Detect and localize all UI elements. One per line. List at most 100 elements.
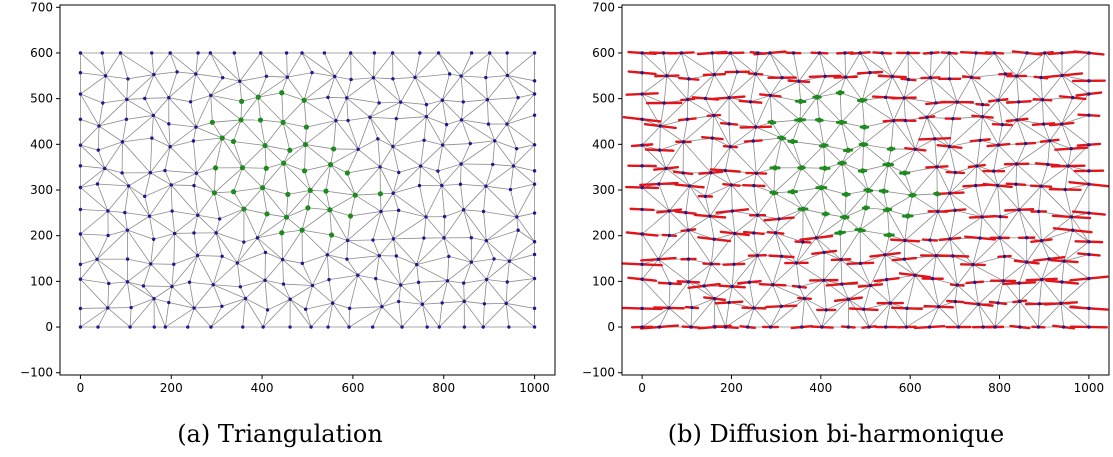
x-tick-label: 400 (251, 381, 274, 395)
mesh-edge (1060, 303, 1065, 328)
mesh-edge (506, 93, 535, 125)
mesh-edge (127, 281, 144, 287)
mesh-edge (1040, 77, 1043, 100)
mesh-edge (823, 252, 842, 260)
mesh-node (884, 325, 888, 329)
mesh-edge (392, 76, 416, 80)
x-tick-label: 1000 (1074, 381, 1105, 395)
mesh-edge (393, 216, 427, 240)
mesh-node (751, 139, 755, 143)
mesh-edge (80, 168, 105, 188)
highlighted-node (283, 214, 290, 220)
highlighted-node (797, 117, 803, 123)
mesh-node (1037, 302, 1042, 306)
mesh-edge (283, 162, 305, 172)
mesh-node (285, 75, 290, 79)
mesh-edge (904, 149, 916, 174)
mesh-edge (816, 76, 846, 98)
mesh-node (391, 237, 396, 241)
mesh-edge (773, 192, 780, 219)
mesh-edge (494, 123, 508, 142)
mesh-edge (197, 192, 215, 216)
mesh-edge (127, 215, 150, 231)
mesh-edge (169, 52, 178, 73)
mesh-edge (442, 99, 464, 103)
highlighted-node (230, 189, 237, 195)
mesh-edge (792, 141, 802, 168)
mesh-edge (330, 148, 334, 165)
mesh-edge (153, 115, 170, 125)
mesh-edge (844, 216, 861, 231)
mesh-node (640, 325, 644, 329)
mesh-node (442, 214, 447, 219)
mesh-edge (949, 165, 978, 194)
mesh-edge (350, 52, 374, 79)
mesh-node (379, 209, 383, 214)
mesh-node (843, 51, 847, 55)
mesh-node (264, 74, 269, 79)
mesh-edge (80, 258, 98, 265)
mesh-edge (993, 171, 998, 186)
mesh-edge (423, 116, 427, 141)
mesh-node (755, 213, 760, 217)
mesh-edge (237, 262, 266, 281)
mesh-edge (936, 193, 939, 212)
mesh-edge (214, 192, 221, 219)
mesh-edge (80, 93, 100, 127)
mesh-node (1087, 240, 1091, 244)
mesh-edge (400, 101, 427, 118)
mesh-edge (127, 229, 154, 240)
mesh-edge (196, 167, 216, 174)
mesh-edge (301, 263, 313, 286)
mesh-node (167, 122, 171, 126)
mesh-edge (668, 283, 671, 308)
mesh-node (820, 325, 824, 329)
mesh-edge (683, 141, 712, 173)
mesh-node (779, 254, 784, 259)
mesh-node (1063, 187, 1067, 192)
mesh-edge (1038, 186, 1042, 212)
mesh-edge (442, 99, 462, 121)
mesh-edge (904, 211, 939, 241)
mesh-edge (1063, 260, 1090, 279)
mesh-node (948, 191, 952, 195)
y-tick-label: 400 (30, 137, 53, 151)
highlighted-node (301, 97, 307, 103)
mesh-edge (867, 164, 889, 191)
mesh-edge (688, 215, 711, 231)
mesh-node (913, 147, 918, 152)
highlighted-node (328, 232, 335, 238)
highlighted-node (859, 97, 865, 103)
mesh-edge (215, 137, 223, 168)
mesh-node (488, 51, 492, 55)
mesh-edge (233, 187, 263, 193)
mesh-edge (266, 213, 287, 218)
mesh-edge (659, 307, 670, 328)
mesh-node (397, 299, 401, 304)
mesh-edge (80, 307, 109, 328)
mesh-edge (904, 172, 913, 196)
mesh-edge (264, 145, 267, 169)
y-tick-label: 200 (30, 229, 53, 243)
mesh-edge (772, 284, 805, 299)
mesh-edge (799, 119, 825, 146)
mesh-edge (848, 299, 870, 328)
mesh-edge (1016, 99, 1043, 121)
mesh-node (462, 299, 466, 304)
mesh-edge (150, 233, 175, 265)
mesh-node (973, 280, 977, 285)
mesh-node (150, 136, 154, 140)
mesh-node (992, 169, 996, 173)
mesh-node (103, 74, 108, 78)
mesh-node (1037, 209, 1041, 214)
mesh-edge (487, 97, 519, 101)
mesh-edge (281, 229, 303, 234)
mesh-edge (171, 286, 195, 309)
mesh-edge (301, 209, 331, 231)
mesh-edge (301, 52, 335, 77)
mesh-edge (195, 73, 212, 96)
mesh-edge (709, 184, 732, 217)
mesh-node (514, 146, 519, 151)
mesh-edge (1060, 278, 1090, 304)
mesh-edge (171, 184, 195, 186)
